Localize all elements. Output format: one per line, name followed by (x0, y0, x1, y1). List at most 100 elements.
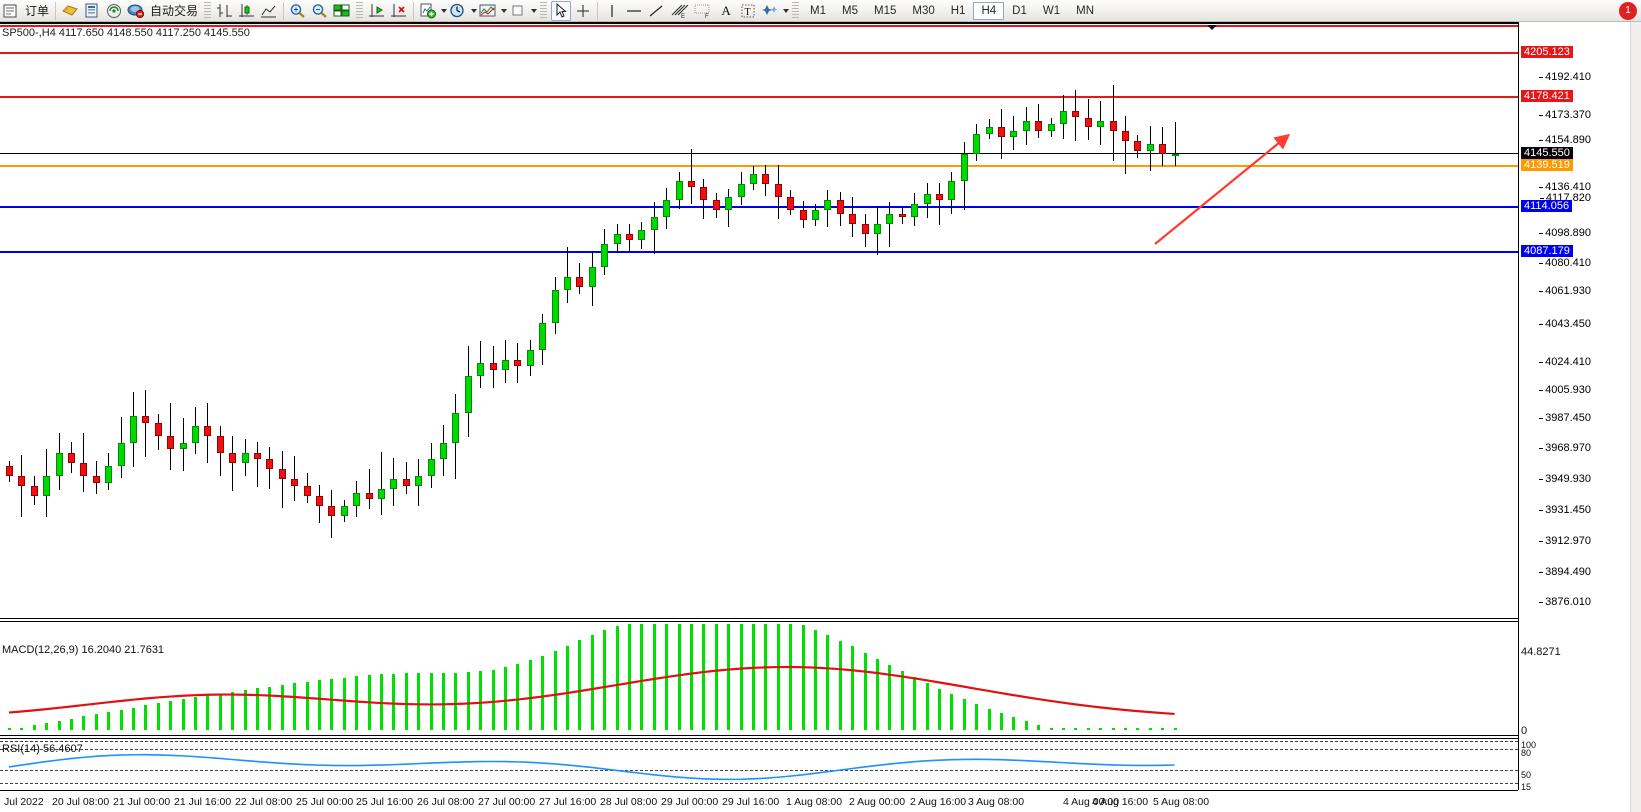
candlestick[interactable] (1072, 110, 1080, 118)
candlestick[interactable] (886, 213, 894, 224)
candlestick[interactable] (254, 452, 261, 460)
candlestick[interactable] (204, 426, 212, 437)
candlestick[interactable] (613, 233, 621, 244)
cursor-arrow-button[interactable] (551, 0, 572, 21)
price-level-line[interactable] (0, 165, 1518, 167)
price-level-tag[interactable]: 4178.421 (1521, 90, 1573, 102)
candlestick[interactable] (179, 442, 187, 450)
toolbar-grip[interactable] (204, 1, 212, 20)
macd-plot-area[interactable] (0, 622, 1518, 735)
candlestick[interactable] (1035, 120, 1043, 131)
candlestick[interactable] (340, 505, 348, 516)
candlestick[interactable] (18, 475, 26, 486)
timeframe-mn[interactable]: MN (1076, 4, 1094, 17)
market-watch-button[interactable] (104, 1, 124, 21)
candlestick[interactable] (973, 134, 981, 154)
candlestick[interactable] (985, 127, 993, 135)
candlestick[interactable] (601, 243, 609, 267)
candlestick[interactable] (762, 173, 770, 184)
candlestick[interactable] (750, 173, 757, 184)
candlestick[interactable] (936, 193, 943, 201)
candlestick[interactable] (787, 197, 795, 211)
candlestick[interactable] (849, 213, 857, 224)
candlestick-chart-button[interactable] (237, 1, 257, 21)
candlestick[interactable] (1146, 144, 1154, 151)
price-level-tag[interactable]: 4114.056 (1521, 200, 1573, 212)
templates-icon[interactable] (418, 1, 438, 21)
objects-dropdown[interactable] (507, 1, 538, 21)
candlestick[interactable] (80, 462, 88, 476)
candlestick[interactable] (328, 505, 336, 516)
notification-badge[interactable]: 1 (1619, 1, 1637, 20)
candlestick[interactable] (911, 203, 919, 218)
candlestick[interactable] (390, 479, 398, 490)
candlestick[interactable] (266, 459, 274, 470)
candlestick[interactable] (1010, 130, 1018, 138)
expert-advisor-button[interactable] (60, 1, 80, 21)
candlestick[interactable] (774, 183, 782, 198)
candlestick[interactable] (898, 213, 906, 218)
candlestick[interactable] (539, 323, 547, 350)
candlestick[interactable] (874, 223, 881, 234)
autotrading-button[interactable] (126, 1, 146, 21)
chevron-down-icon[interactable] (441, 8, 448, 13)
candlestick[interactable] (1159, 144, 1167, 154)
candlestick[interactable] (1122, 130, 1129, 141)
trendline-button[interactable] (646, 1, 666, 21)
candlestick[interactable] (427, 459, 435, 476)
rsi-plot-area[interactable] (0, 739, 1518, 790)
toolbar-grip[interactable] (540, 1, 548, 20)
price-level-line[interactable] (0, 96, 1518, 98)
candlestick[interactable] (998, 127, 1005, 138)
candlestick[interactable] (502, 359, 509, 370)
objects-icon[interactable] (508, 1, 528, 21)
candlestick[interactable] (402, 479, 410, 486)
candlestick[interactable] (663, 200, 671, 218)
candlestick[interactable] (700, 187, 708, 201)
candlestick[interactable] (836, 200, 844, 214)
period-clock-icon[interactable] (448, 1, 468, 21)
candlestick[interactable] (353, 492, 361, 506)
navigator-button[interactable] (82, 1, 102, 21)
candlestick[interactable] (1022, 120, 1030, 131)
candlestick[interactable] (1171, 154, 1179, 156)
label-button[interactable]: T (738, 1, 758, 21)
toolbar-grip[interactable] (356, 1, 364, 20)
candlestick[interactable] (278, 469, 286, 480)
crosshair-button[interactable] (573, 1, 593, 21)
candlestick[interactable] (675, 180, 683, 201)
candlestick[interactable] (1060, 110, 1067, 125)
candlestick[interactable] (92, 475, 100, 483)
candlestick[interactable] (241, 452, 249, 463)
candlestick[interactable] (564, 276, 571, 291)
candlestick[interactable] (650, 217, 658, 231)
candlestick[interactable] (303, 485, 311, 496)
timeframe-h4[interactable]: H4 (973, 1, 1005, 20)
candlestick[interactable] (365, 492, 373, 500)
candlestick[interactable] (824, 200, 832, 211)
candlestick[interactable] (130, 416, 137, 443)
candlestick[interactable] (725, 197, 733, 211)
timeframe-w1[interactable]: W1 (1042, 4, 1061, 17)
tile-windows-button[interactable] (332, 1, 352, 21)
candlestick[interactable] (489, 363, 497, 370)
price-level-line[interactable] (0, 206, 1518, 208)
candlestick[interactable] (452, 412, 460, 443)
chevron-down-icon[interactable] (531, 8, 538, 13)
candlestick[interactable] (105, 465, 113, 483)
candlestick[interactable] (551, 290, 559, 324)
price-level-line[interactable] (0, 52, 1518, 54)
candlestick[interactable] (464, 376, 472, 413)
shapes-dropdown[interactable] (759, 1, 790, 21)
zoom-in-button[interactable] (288, 1, 308, 21)
candlestick[interactable] (154, 422, 162, 437)
line-chart-button[interactable] (259, 1, 279, 21)
candlestick[interactable] (68, 452, 75, 463)
timeframe-m5[interactable]: M5 (842, 4, 858, 17)
indicators-dropdown[interactable] (477, 1, 508, 21)
zoom-out-button[interactable] (310, 1, 330, 21)
candlestick[interactable] (167, 436, 175, 450)
candlestick[interactable] (415, 475, 423, 486)
timeframe-d1[interactable]: D1 (1012, 4, 1027, 17)
candlestick[interactable] (948, 180, 956, 201)
